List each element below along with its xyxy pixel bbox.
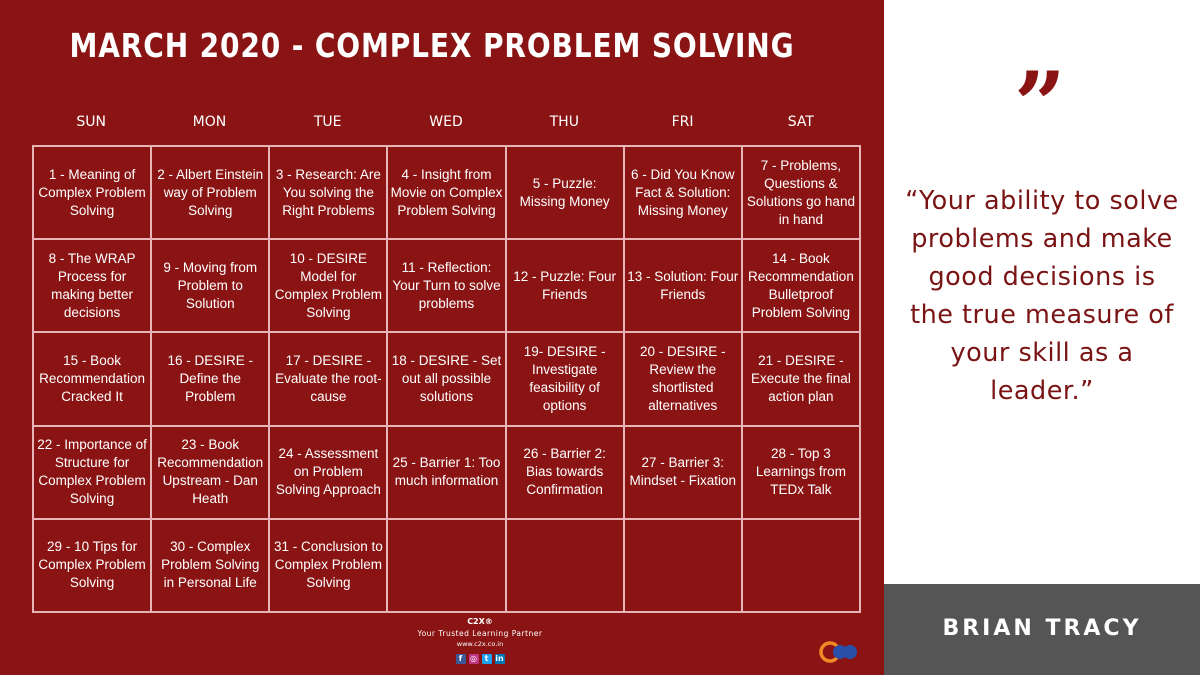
social-links: f ◎ t in bbox=[390, 654, 570, 664]
calendar-day-cell: 26 - Barrier 2: Bias towards Confirmatio… bbox=[505, 425, 624, 519]
c2x-logo-icon bbox=[819, 641, 857, 663]
day-header: MON bbox=[192, 114, 227, 130]
calendar-day-cell: 25 - Barrier 1: Too much information bbox=[387, 425, 506, 519]
calendar-day-cell: 8 - The WRAP Process for making better d… bbox=[33, 239, 152, 333]
calendar-day-cell: 3 - Research: Are You solving the Right … bbox=[269, 146, 388, 240]
linkedin-icon[interactable]: in bbox=[494, 654, 505, 664]
empty-cell bbox=[741, 518, 860, 612]
quote-text: “Your ability to solve problems and make… bbox=[905, 186, 1179, 406]
calendar-day-cell: 29 - 10 Tips for Complex Problem Solving bbox=[33, 518, 152, 612]
day-header: WED bbox=[429, 114, 463, 130]
quote-mark-icon: ” bbox=[1014, 52, 1066, 158]
facebook-icon[interactable]: f bbox=[455, 654, 466, 664]
calendar-panel: MARCH 2020 - COMPLEX PROBLEM SOLVING SUN… bbox=[0, 0, 884, 675]
website-link[interactable]: www.c2x.co.in bbox=[456, 640, 504, 648]
calendar-day-cell: 16 - DESIRE - Define the Problem bbox=[151, 332, 270, 426]
calendar-day-cell: 19- DESIRE - Investigate feasibility of … bbox=[505, 332, 624, 426]
day-header: FRI bbox=[671, 114, 694, 130]
calendar-day-cell: 15 - Book Recommendation Cracked It bbox=[33, 332, 152, 426]
calendar-day-cell: 13 - Solution: Four Friends bbox=[623, 239, 742, 333]
author-bar: BRIAN TRACY bbox=[884, 584, 1200, 675]
calendar-day-cell: 18 - DESIRE - Set out all possible solut… bbox=[387, 332, 506, 426]
calendar-grid: 1 - Meaning of Complex Problem Solving 2 … bbox=[32, 145, 861, 613]
calendar-day-cell: 11 - Reflection: Your Turn to solve prob… bbox=[387, 239, 506, 333]
empty-cell bbox=[623, 518, 742, 612]
calendar-day-cell: 24 - Assessment on Problem Solving Appro… bbox=[269, 425, 388, 519]
quote-panel: ” “Your ability to solve problems and ma… bbox=[884, 0, 1200, 584]
calendar-day-cell: 6 - Did You Know Fact & Solution: Missin… bbox=[623, 146, 742, 240]
day-header: SUN bbox=[76, 114, 106, 130]
calendar-day-cell: 28 - Top 3 Learnings from TEDx Talk bbox=[741, 425, 860, 519]
calendar-day-cell: 23 - Book Recommendation Upstream - Dan … bbox=[151, 425, 270, 519]
calendar-day-cell: 2 - Albert Einstein way of Problem Solvi… bbox=[151, 146, 270, 240]
calendar-day-cell: 9 - Moving from Problem to Solution bbox=[151, 239, 270, 333]
quote-author: BRIAN TRACY bbox=[942, 616, 1142, 641]
calendar-day-cell: 30 - Complex Problem Solving in Personal… bbox=[151, 518, 270, 612]
calendar-day-cell: 20 - DESIRE - Review the shortlisted alt… bbox=[623, 332, 742, 426]
calendar-day-cell: 4 - Insight from Movie on Complex Proble… bbox=[387, 146, 506, 240]
calendar-day-cell: 10 - DESIRE Model for Complex Problem So… bbox=[269, 239, 388, 333]
calendar-day-cell: 22 - Importance of Structure for Complex… bbox=[33, 425, 152, 519]
brand-name: C2X® bbox=[467, 617, 493, 626]
day-header: THU bbox=[549, 114, 579, 130]
day-header: SAT bbox=[787, 114, 814, 130]
calendar-day-cell: 21 - DESIRE - Execute the final action p… bbox=[741, 332, 860, 426]
tagline: Your Trusted Learning Partner bbox=[417, 629, 543, 638]
empty-cell bbox=[505, 518, 624, 612]
calendar-day-cell: 7 - Problems, Questions & Solutions go h… bbox=[741, 146, 860, 240]
empty-cell bbox=[387, 518, 506, 612]
calendar-day-cell: 27 - Barrier 3: Mindset - Fixation bbox=[623, 425, 742, 519]
footer: C2X® Your Trusted Learning Partner www.c… bbox=[390, 617, 570, 664]
calendar-day-cell: 14 - Book Recommendation Bulletproof Pro… bbox=[741, 239, 860, 333]
calendar-day-cell: 12 - Puzzle: Four Friends bbox=[505, 239, 624, 333]
twitter-icon[interactable]: t bbox=[481, 654, 492, 664]
calendar-day-cell: 17 - DESIRE - Evaluate the root-cause bbox=[269, 332, 388, 426]
day-headers: SUN MON TUE WED THU FRI SAT bbox=[32, 114, 860, 130]
calendar-day-cell: 1 - Meaning of Complex Problem Solving bbox=[33, 146, 152, 240]
day-header: TUE bbox=[313, 114, 342, 130]
instagram-icon[interactable]: ◎ bbox=[468, 654, 479, 664]
calendar-day-cell: 31 - Conclusion to Complex Problem Solvi… bbox=[269, 518, 388, 612]
page-title: MARCH 2020 - COMPLEX PROBLEM SOLVING bbox=[69, 26, 795, 65]
calendar-day-cell: 5 - Puzzle: Missing Money bbox=[505, 146, 624, 240]
